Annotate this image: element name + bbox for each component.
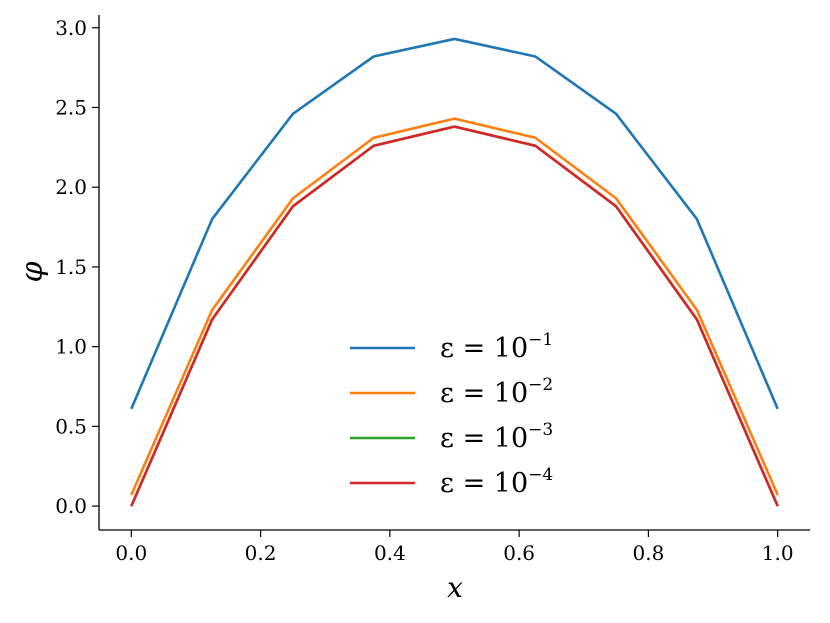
legend-label-text: ε = 10 [440, 378, 528, 409]
legend-label-2: ε = 10−2 [440, 375, 553, 409]
x-tick-label: 0.2 [245, 541, 277, 565]
legend-label-exponent: −1 [528, 330, 553, 350]
series-line-4 [130, 125, 779, 507]
legend-label-3: ε = 10−3 [440, 420, 553, 454]
x-axis-label: x [447, 571, 463, 604]
legend-label-exponent: −2 [528, 375, 553, 395]
legend-label-1: ε = 10−1 [440, 330, 553, 364]
axes [98, 15, 810, 531]
legend-label-exponent: −3 [528, 420, 553, 440]
x-tick-label: 0.0 [115, 541, 147, 565]
legend-label-exponent: −4 [528, 465, 553, 485]
y-tick-label: 1.0 [55, 335, 87, 359]
y-tick-label: 2.0 [55, 175, 87, 199]
x-tick-label: 0.4 [374, 541, 406, 565]
y-tick-label: 0.5 [55, 414, 87, 438]
y-tick-label: 3.0 [55, 16, 87, 40]
legend-label-4: ε = 10−4 [440, 465, 553, 499]
ticks: 0.0 0.2 0.4 0.6 0.8 1.0 0.0 0.5 1.0 1.5 2.0 2.5 3.0 [55, 16, 793, 565]
y-tick-label: 0.0 [55, 494, 87, 518]
legend-label-text: ε = 10 [440, 333, 528, 364]
series-line-2 [130, 117, 779, 496]
y-tick-label: 1.5 [55, 255, 87, 279]
series-group [130, 37, 779, 507]
legend-label-text: ε = 10 [440, 423, 528, 454]
x-tick-label: 0.6 [503, 541, 535, 565]
legend: ε = 10−1ε = 10−2ε = 10−3ε = 10−4 [350, 330, 553, 499]
x-tick-label: 0.8 [633, 541, 665, 565]
y-axis-label: φ [15, 261, 50, 282]
series-line-1 [130, 37, 779, 410]
legend-label-text: ε = 10 [440, 468, 528, 499]
y-tick-label: 2.5 [55, 95, 87, 119]
x-tick-label: 1.0 [762, 541, 794, 565]
